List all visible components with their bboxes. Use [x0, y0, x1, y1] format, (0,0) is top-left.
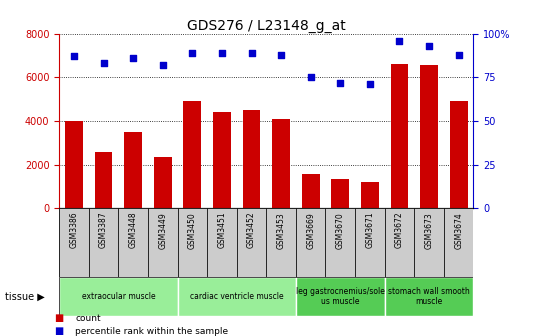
Text: GSM3672: GSM3672 — [395, 212, 404, 248]
Text: GSM3452: GSM3452 — [247, 212, 256, 248]
Text: cardiac ventricle muscle: cardiac ventricle muscle — [190, 292, 284, 301]
Point — [217, 50, 226, 55]
Bar — [154, 157, 172, 208]
Text: GSM3449: GSM3449 — [158, 212, 167, 249]
Bar — [414, 208, 444, 277]
Text: GSM3387: GSM3387 — [99, 212, 108, 248]
Bar — [296, 277, 385, 316]
Text: GSM3674: GSM3674 — [454, 212, 463, 249]
Bar — [296, 208, 325, 277]
Text: GSM3453: GSM3453 — [277, 212, 286, 249]
Text: stomach wall smooth
muscle: stomach wall smooth muscle — [388, 287, 470, 306]
Bar — [213, 112, 231, 208]
Bar — [385, 208, 414, 277]
Text: GSM3671: GSM3671 — [365, 212, 374, 248]
Text: tissue ▶: tissue ▶ — [5, 292, 45, 301]
Point — [69, 54, 79, 59]
Text: extraocular muscle: extraocular muscle — [82, 292, 155, 301]
Bar — [65, 121, 83, 208]
Bar — [272, 119, 290, 208]
Point — [365, 82, 374, 87]
Text: percentile rank within the sample: percentile rank within the sample — [75, 327, 229, 336]
Bar — [148, 208, 178, 277]
Text: leg gastrocnemius/sole
us muscle: leg gastrocnemius/sole us muscle — [296, 287, 385, 306]
Bar — [124, 132, 142, 208]
Point — [99, 60, 108, 66]
Point — [129, 55, 137, 61]
Bar — [266, 208, 296, 277]
Point — [454, 52, 463, 57]
Bar — [391, 64, 408, 208]
Title: GDS276 / L23148_g_at: GDS276 / L23148_g_at — [187, 18, 346, 33]
Point — [188, 50, 196, 55]
Bar — [325, 208, 355, 277]
Text: GSM3669: GSM3669 — [306, 212, 315, 249]
Text: count: count — [75, 313, 101, 323]
Bar — [89, 208, 118, 277]
Bar — [385, 277, 473, 316]
Bar — [237, 208, 266, 277]
Text: ■: ■ — [54, 312, 63, 323]
Bar — [450, 101, 468, 208]
Text: GSM3670: GSM3670 — [336, 212, 345, 249]
Text: GSM3673: GSM3673 — [424, 212, 434, 249]
Text: GSM3450: GSM3450 — [188, 212, 197, 249]
Bar — [207, 208, 237, 277]
Point — [158, 62, 167, 68]
Bar — [420, 65, 438, 208]
Bar — [361, 182, 379, 208]
Bar — [95, 152, 112, 208]
Bar — [178, 277, 296, 316]
Bar — [243, 110, 260, 208]
Bar — [59, 277, 178, 316]
Text: GSM3448: GSM3448 — [129, 212, 138, 248]
Point — [306, 75, 315, 80]
Point — [247, 50, 256, 55]
Bar — [331, 179, 349, 208]
Point — [277, 52, 285, 57]
Bar — [444, 208, 473, 277]
Point — [395, 38, 404, 43]
Bar — [302, 174, 320, 208]
Point — [424, 43, 433, 48]
Point — [336, 80, 344, 85]
Text: GSM3451: GSM3451 — [217, 212, 226, 248]
Bar — [183, 101, 201, 208]
Bar — [118, 208, 148, 277]
Text: GSM3386: GSM3386 — [69, 212, 79, 248]
Bar — [59, 208, 89, 277]
Bar — [178, 208, 207, 277]
Bar — [355, 208, 385, 277]
Text: ■: ■ — [54, 326, 63, 336]
